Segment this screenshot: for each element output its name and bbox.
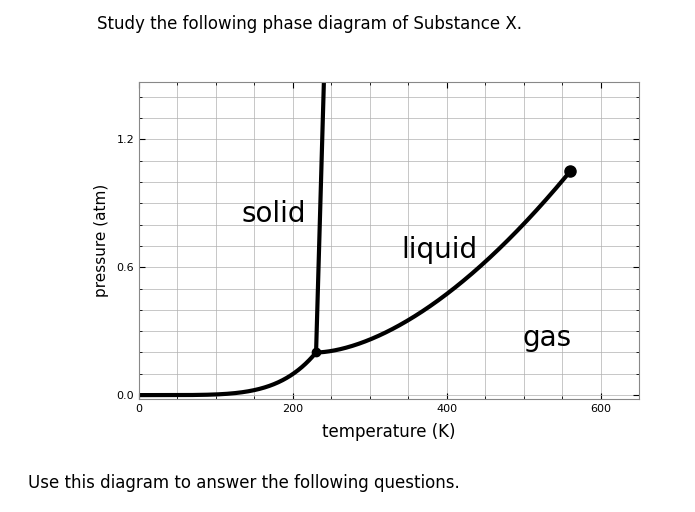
Text: solid: solid xyxy=(241,200,306,228)
X-axis label: temperature (K): temperature (K) xyxy=(322,422,456,440)
Text: gas: gas xyxy=(523,324,571,352)
Text: liquid: liquid xyxy=(401,236,477,264)
Y-axis label: pressure (atm): pressure (atm) xyxy=(95,184,109,297)
Text: Use this diagram to answer the following questions.: Use this diagram to answer the following… xyxy=(28,474,459,492)
Text: Study the following phase diagram of Substance X.: Study the following phase diagram of Sub… xyxy=(97,15,523,33)
